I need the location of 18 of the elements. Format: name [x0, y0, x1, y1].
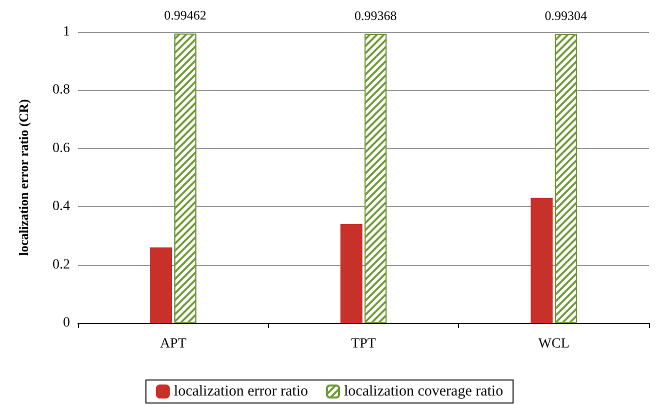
y-axis-title: localization error ratio (CR) — [16, 99, 31, 256]
y-tick-label: 0.6 — [52, 140, 70, 156]
x-tick-label: WCL — [538, 336, 570, 352]
y-tick-label: 0.8 — [52, 82, 70, 98]
bar — [530, 198, 553, 323]
y-tick-label: 0.2 — [52, 257, 70, 272]
data-label: 0.99368 — [354, 8, 397, 23]
y-tick-label: 0 — [63, 316, 70, 330]
x-tick-label: TPT — [351, 336, 376, 352]
legend-label: localization coverage ratio — [344, 384, 504, 400]
y-tick-label: 1 — [63, 24, 70, 40]
bar — [340, 224, 362, 323]
x-tick-label: APT — [160, 336, 187, 352]
data-label: 0.99462 — [164, 8, 206, 23]
bar — [150, 247, 172, 323]
legend-label: localization error ratio — [174, 384, 308, 400]
data-label: 0.99304 — [544, 8, 588, 24]
y-tick-label: 0.4 — [52, 199, 70, 214]
